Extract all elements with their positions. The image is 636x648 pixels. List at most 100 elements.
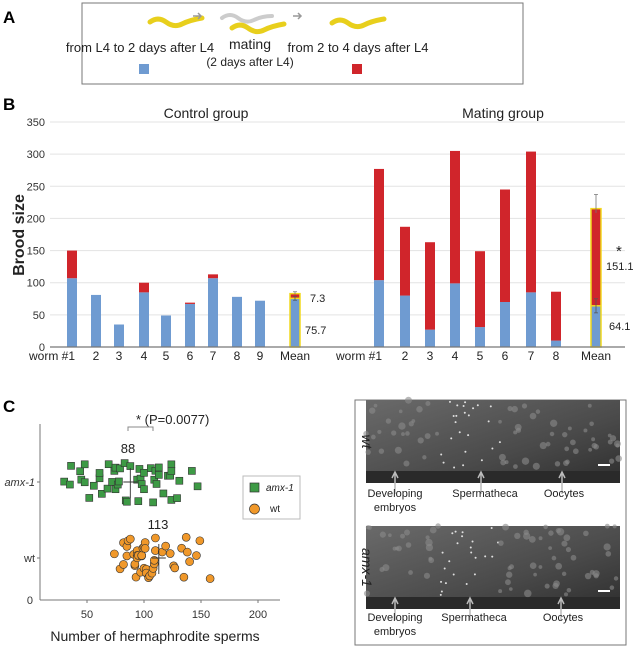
data-point-amx-1 [155, 463, 163, 472]
data-point-wt [137, 551, 147, 560]
cell-spot [538, 536, 543, 541]
cell-spot [422, 455, 427, 460]
cell-spot [405, 431, 410, 436]
bar-segment-blue [374, 280, 384, 347]
cell-spot [440, 453, 443, 456]
micrograph-shadow [366, 471, 620, 483]
y-tick-label: 100 [27, 278, 45, 290]
cell-spot [367, 525, 372, 530]
cell-spot [404, 396, 412, 404]
cell-spot [443, 567, 446, 570]
cell-spot [545, 441, 551, 447]
cell-spot [379, 531, 386, 538]
cell-spot [440, 590, 443, 593]
mating-mean-red-label: 151.1 [606, 261, 634, 273]
x-category-label: 3 [427, 349, 434, 363]
data-point-wt [183, 547, 192, 557]
cell-spot [363, 590, 370, 597]
cell-spot [521, 403, 528, 409]
cell-spot [609, 435, 617, 442]
y-tick-label: 250 [27, 181, 45, 193]
x-axis-label: Number of hermaphrodite sperms [50, 628, 259, 644]
y-tick-label: 50 [33, 310, 45, 322]
data-point-amx-1 [85, 494, 94, 502]
control-group-title: Control group [164, 105, 249, 121]
error-bar [594, 194, 598, 213]
cell-spot [572, 448, 579, 455]
data-point-wt [205, 574, 215, 583]
cell-spot [435, 431, 439, 436]
cell-spot [398, 409, 403, 414]
cell-spot [612, 524, 617, 529]
cell-spot [365, 449, 371, 455]
micrograph-amx-1 [366, 526, 620, 609]
cell-spot [567, 426, 572, 431]
bar-segment-red [551, 291, 561, 341]
y-tick-label: 350 [27, 117, 45, 129]
bar-segment-blue [290, 298, 300, 347]
data-point-wt [149, 555, 159, 565]
cell-spot [532, 462, 540, 470]
legend-swatch-blue [139, 64, 149, 74]
cell-spot [544, 583, 550, 589]
cell-spot [441, 551, 444, 554]
cell-spot [561, 571, 567, 577]
data-point-amx-1 [95, 469, 104, 477]
data-point-amx-1 [140, 468, 148, 477]
cell-spot [455, 414, 458, 417]
data-point-amx-1 [80, 460, 89, 469]
data-point-wt [110, 549, 119, 559]
data-point-wt [126, 534, 135, 544]
bar-segment-red [208, 274, 218, 279]
micrograph-wt [366, 400, 620, 483]
cell-spot [514, 532, 521, 540]
bar-segment-red [475, 251, 485, 328]
data-point-wt [181, 532, 191, 542]
label-developing: Developing [367, 612, 422, 624]
cell-spot [523, 532, 531, 540]
x-category-label: worm #1 [28, 349, 75, 363]
cell-spot [385, 418, 392, 424]
cell-spot [484, 555, 487, 558]
cell-spot [563, 460, 569, 467]
data-point-amx-1 [175, 476, 184, 485]
cell-spot [456, 404, 459, 407]
cell-spot [394, 446, 402, 454]
legend-swatch-red [352, 64, 362, 74]
legend: amx-1 wt [242, 475, 301, 520]
data-point-amx-1 [134, 497, 143, 505]
bar-segment-blue [526, 292, 536, 347]
cell-spot [453, 466, 456, 469]
cell-spot [440, 580, 443, 583]
cell-spot [469, 546, 472, 549]
cell-spot [583, 530, 589, 537]
cell-spot [529, 412, 537, 420]
label-developing: Developing [367, 488, 422, 500]
x-category-label: 6 [502, 349, 509, 363]
cell-spot [487, 420, 490, 423]
cell-spot [461, 531, 464, 534]
cell-spot [448, 560, 451, 563]
cell-spot [408, 570, 413, 575]
data-point-wt [165, 549, 175, 558]
x-tick-label: 200 [249, 609, 267, 621]
cell-spot [382, 564, 390, 572]
cell-spot [368, 407, 376, 414]
control-mean-blue-label: 75.7 [305, 325, 326, 337]
significance-label: * (P=0.0077) [136, 412, 209, 427]
cell-spot [513, 464, 518, 469]
cell-spot [425, 543, 434, 552]
arrow-up-icon [557, 596, 565, 620]
cell-spot [465, 583, 468, 586]
cell-spot [498, 419, 502, 424]
cell-spot [403, 460, 410, 467]
cell-spot [458, 431, 461, 434]
data-point-wt [170, 563, 180, 573]
data-point-amx-1 [90, 481, 98, 490]
bar-segment-blue [67, 278, 77, 347]
bar-segment-red [526, 151, 536, 293]
cell-spot [454, 421, 457, 424]
y-axis-label: Brood size [11, 194, 28, 276]
bar-segment-red [67, 250, 77, 279]
